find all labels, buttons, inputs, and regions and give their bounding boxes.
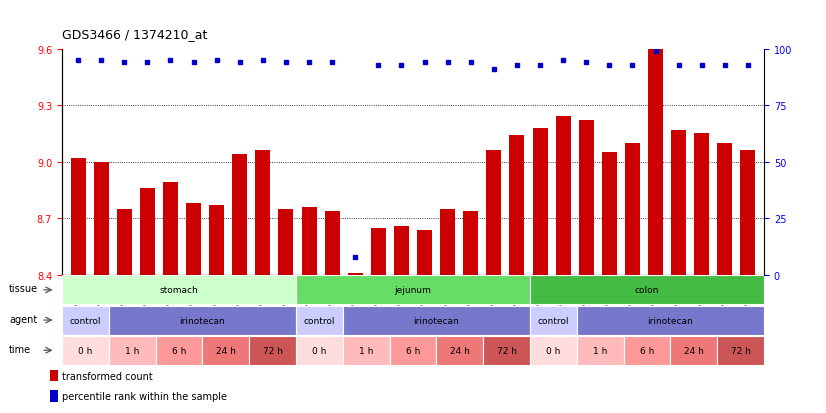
Bar bbox=[186, 204, 201, 275]
Bar bbox=[93, 162, 109, 275]
Bar bbox=[202, 336, 249, 365]
Bar bbox=[62, 275, 296, 305]
Text: percentile rank within the sample: percentile rank within the sample bbox=[63, 392, 227, 401]
Text: transformed count: transformed count bbox=[63, 371, 153, 381]
Bar bbox=[602, 153, 617, 275]
Bar bbox=[671, 336, 717, 365]
Bar bbox=[109, 306, 296, 335]
Bar bbox=[50, 370, 59, 381]
Bar bbox=[163, 183, 178, 275]
Text: 0 h: 0 h bbox=[546, 346, 561, 355]
Bar bbox=[140, 189, 155, 275]
Text: control: control bbox=[304, 316, 335, 325]
Text: 6 h: 6 h bbox=[172, 346, 186, 355]
Bar bbox=[371, 228, 386, 275]
Bar bbox=[62, 306, 109, 335]
Bar bbox=[390, 336, 436, 365]
Text: tissue: tissue bbox=[9, 284, 38, 294]
Bar bbox=[577, 336, 624, 365]
Text: 1 h: 1 h bbox=[125, 346, 140, 355]
Text: irinotecan: irinotecan bbox=[648, 316, 693, 325]
Bar bbox=[577, 306, 764, 335]
Text: 6 h: 6 h bbox=[406, 346, 420, 355]
Bar bbox=[440, 209, 455, 275]
Bar bbox=[155, 336, 202, 365]
Bar bbox=[717, 336, 764, 365]
Bar bbox=[530, 336, 577, 365]
Bar bbox=[624, 336, 671, 365]
Text: 0 h: 0 h bbox=[312, 346, 326, 355]
Text: GDS3466 / 1374210_at: GDS3466 / 1374210_at bbox=[62, 28, 207, 41]
Text: 72 h: 72 h bbox=[496, 346, 516, 355]
Text: 72 h: 72 h bbox=[731, 346, 751, 355]
Bar bbox=[483, 336, 530, 365]
Text: 6 h: 6 h bbox=[640, 346, 654, 355]
Bar bbox=[740, 151, 756, 275]
Bar bbox=[671, 131, 686, 275]
Bar bbox=[343, 336, 390, 365]
Bar bbox=[394, 226, 409, 275]
Text: stomach: stomach bbox=[159, 286, 198, 294]
Text: 24 h: 24 h bbox=[216, 346, 235, 355]
Bar bbox=[62, 336, 109, 365]
Text: irinotecan: irinotecan bbox=[414, 316, 459, 325]
Bar bbox=[556, 117, 571, 275]
Bar bbox=[348, 273, 363, 275]
Bar bbox=[109, 336, 155, 365]
Bar bbox=[717, 143, 733, 275]
Bar bbox=[232, 155, 247, 275]
Bar bbox=[249, 336, 296, 365]
Bar bbox=[50, 390, 59, 402]
Text: 1 h: 1 h bbox=[593, 346, 607, 355]
Bar bbox=[625, 143, 640, 275]
Text: control: control bbox=[538, 316, 569, 325]
Bar bbox=[530, 306, 577, 335]
Bar bbox=[116, 209, 132, 275]
Text: time: time bbox=[9, 344, 31, 354]
Text: 0 h: 0 h bbox=[78, 346, 93, 355]
Bar bbox=[463, 211, 478, 275]
Bar bbox=[417, 230, 432, 275]
Bar bbox=[648, 50, 663, 275]
Bar bbox=[296, 336, 343, 365]
Text: agent: agent bbox=[9, 314, 37, 324]
Text: control: control bbox=[69, 316, 101, 325]
Text: colon: colon bbox=[635, 286, 659, 294]
Bar bbox=[694, 134, 710, 275]
Bar bbox=[343, 306, 530, 335]
Text: 72 h: 72 h bbox=[263, 346, 282, 355]
Text: 24 h: 24 h bbox=[450, 346, 470, 355]
Bar bbox=[278, 209, 293, 275]
Text: irinotecan: irinotecan bbox=[179, 316, 225, 325]
Bar bbox=[255, 151, 270, 275]
Bar bbox=[209, 206, 224, 275]
Bar bbox=[325, 211, 339, 275]
Bar bbox=[533, 128, 548, 275]
Text: 24 h: 24 h bbox=[684, 346, 704, 355]
Bar bbox=[487, 151, 501, 275]
Bar bbox=[579, 121, 594, 275]
Bar bbox=[530, 275, 764, 305]
Bar bbox=[296, 306, 343, 335]
Bar bbox=[301, 207, 316, 275]
Bar bbox=[70, 159, 86, 275]
Text: 1 h: 1 h bbox=[359, 346, 373, 355]
Text: jejunum: jejunum bbox=[395, 286, 431, 294]
Bar bbox=[296, 275, 530, 305]
Bar bbox=[436, 336, 483, 365]
Bar bbox=[510, 136, 525, 275]
